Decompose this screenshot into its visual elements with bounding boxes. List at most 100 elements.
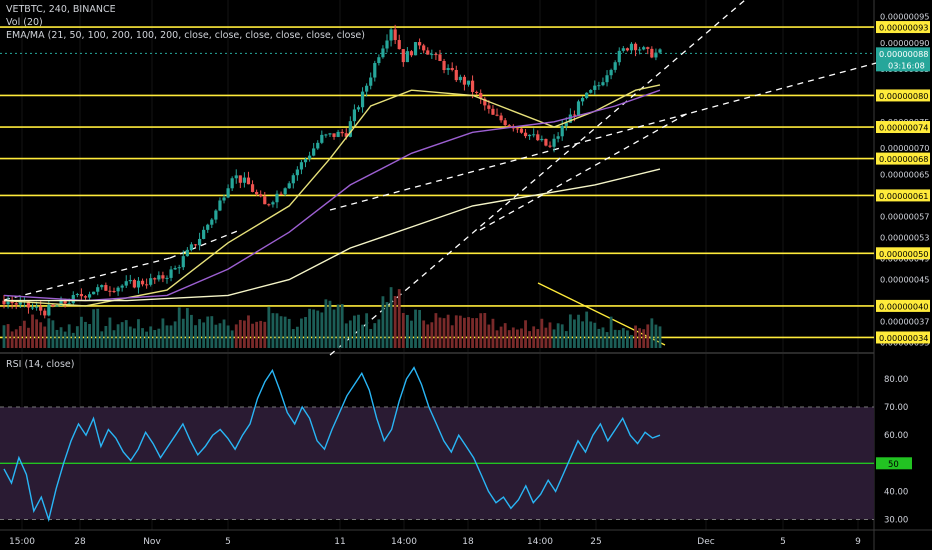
volume-legend[interactable]: Vol (20) — [6, 17, 43, 28]
candle-body — [316, 142, 320, 149]
volume-bar — [238, 319, 242, 348]
candle-body — [51, 304, 55, 306]
rsi-axis-label: 70.00 — [884, 403, 908, 413]
candle-body — [446, 68, 450, 71]
level-price-tag[interactable] — [876, 331, 930, 344]
time-axis-label: 5 — [780, 537, 786, 547]
price-axis-label: 0.00000065 — [880, 169, 930, 179]
level-price-tag[interactable] — [876, 21, 930, 34]
volume-bar — [638, 328, 642, 348]
level-price-tag[interactable] — [876, 152, 930, 165]
candle-body — [210, 219, 214, 225]
volume-bar — [442, 318, 446, 348]
candle-body — [430, 54, 434, 56]
level-price-tag[interactable] — [876, 121, 930, 134]
candle-body — [462, 76, 467, 85]
candle-body — [348, 121, 352, 137]
candle-body — [409, 51, 414, 56]
level-price-tag[interactable] — [876, 89, 930, 102]
volume-bar — [291, 329, 295, 348]
time-axis[interactable]: 15:00 28 Nov 5 11 14:00 18 14:00 25 Dec 5 9 — [9, 537, 861, 547]
candle-body — [275, 193, 279, 203]
volume-bar — [104, 326, 108, 348]
time-axis-label: 14:00 — [527, 537, 553, 547]
candle-body — [218, 200, 222, 211]
volume-bar — [385, 302, 389, 348]
volume-bar — [304, 317, 307, 348]
level-price-tag[interactable] — [876, 299, 930, 312]
price-axis-label: 0.00000037 — [880, 317, 930, 327]
volume-bar — [10, 331, 14, 348]
volume-bar — [348, 320, 352, 348]
trend-line[interactable] — [169, 229, 241, 259]
price-axis[interactable]: 0.000000950.000000900.000000850.00000075… — [876, 12, 930, 348]
volume-bar — [63, 331, 67, 348]
volume-bar — [108, 317, 112, 348]
trend-line[interactable] — [479, 111, 691, 231]
candle-body — [609, 69, 613, 76]
candle-body — [515, 128, 519, 130]
volume-bar — [467, 317, 470, 348]
volume-bar — [410, 320, 413, 348]
volume-bar — [161, 318, 165, 348]
volume-bar — [316, 310, 320, 348]
candle-body — [650, 48, 654, 58]
volume-bar — [495, 330, 499, 348]
volume-bar — [295, 326, 299, 348]
time-axis-label: 15:00 — [9, 537, 35, 547]
candles — [2, 24, 662, 319]
candle-body — [344, 133, 348, 137]
candle-body — [560, 125, 564, 137]
candle-body — [59, 299, 63, 306]
volume-bar — [51, 320, 55, 348]
candle-body — [646, 47, 650, 49]
current-price-tag[interactable] — [876, 47, 930, 72]
price-axis-label: 0.00000057 — [880, 211, 930, 221]
rsi-mid-tag[interactable] — [876, 457, 912, 470]
volume-bar — [124, 320, 128, 348]
volume-bar — [585, 311, 589, 348]
volume-bar — [6, 324, 10, 348]
volume-bar — [626, 330, 629, 348]
volume-bar — [483, 313, 487, 348]
rsi-legend[interactable]: RSI (14, close) — [6, 359, 75, 370]
rsi-axis-label: 40.00 — [884, 487, 908, 497]
horizontal-levels[interactable] — [0, 26, 874, 339]
candle-body — [503, 120, 507, 126]
candle-body — [356, 107, 361, 110]
rsi-mid-tag-text: 50 — [888, 460, 899, 470]
volume-bar — [499, 326, 503, 348]
volume-bar — [475, 318, 479, 348]
level-price-tag[interactable] — [876, 247, 930, 260]
volume-bar — [185, 308, 189, 348]
volume-bar — [218, 323, 222, 348]
volume-bar — [14, 329, 18, 348]
candle-body — [14, 303, 18, 305]
trend-line[interactable] — [329, 61, 881, 211]
level-price-tag[interactable] — [876, 189, 930, 202]
candle-body — [328, 133, 332, 135]
volume-bar — [520, 328, 523, 348]
candle-body — [475, 91, 479, 93]
volume-bar — [381, 296, 385, 348]
moving-average-line — [4, 168, 661, 302]
candle-body — [580, 98, 585, 102]
candle-body — [621, 48, 625, 51]
candle-body — [369, 77, 373, 86]
candle-body — [30, 307, 35, 309]
candle-body — [572, 114, 577, 116]
ema-legend[interactable]: EMA/MA (21, 50, 100, 200, 100, 200, clos… — [6, 30, 365, 41]
volume-bar — [414, 309, 417, 348]
candle-body — [185, 249, 189, 257]
volume-bar — [353, 315, 356, 348]
candle-body — [401, 49, 405, 63]
candle-body — [153, 278, 157, 280]
volume-bar — [454, 315, 458, 348]
candle-body — [540, 138, 544, 141]
volume-bar — [92, 309, 96, 348]
volume-bar — [259, 320, 263, 348]
volume-bar — [194, 325, 197, 348]
candle-body — [332, 133, 336, 137]
candle-body — [71, 295, 75, 304]
